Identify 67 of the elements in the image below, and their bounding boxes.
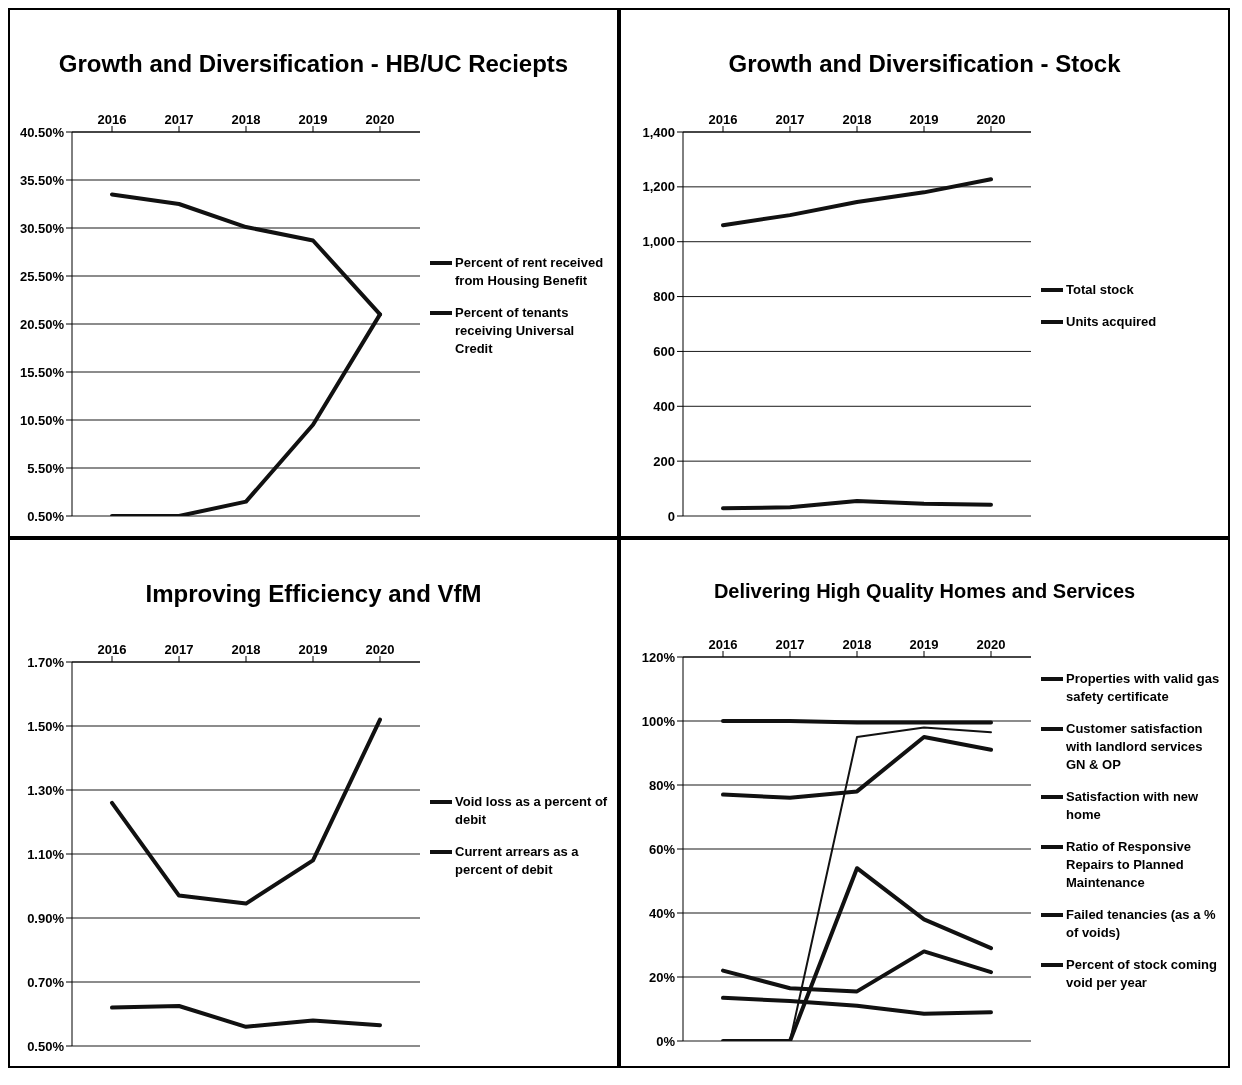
x-tick-label: 2017: [164, 112, 194, 127]
y-tick-label: 5.50%: [27, 460, 65, 476]
x-tick-label: 2017: [775, 112, 805, 127]
legend-label: Percent of tenants receiving Universal Credit: [455, 304, 576, 358]
x-tick-label: 2018: [842, 112, 872, 127]
x-tick-label: 2017: [775, 637, 805, 652]
y-tick-label: 10.50%: [19, 412, 65, 428]
y-tick-label: 0.70%: [27, 974, 65, 990]
chart-title: Growth and Diversification - Stock: [727, 50, 1122, 78]
x-tick-label: 2020: [365, 642, 395, 657]
legend-label: Percent of rent received from Housing Benefit: [455, 254, 605, 290]
legend-label: Void loss as a percent of debit: [455, 793, 609, 829]
y-tick-label: 35.50%: [19, 172, 65, 188]
y-tick-label: 800: [653, 289, 675, 305]
y-tick-label: 120%: [641, 649, 676, 665]
x-tick-label: 2020: [976, 112, 1006, 127]
y-tick-label: 15.50%: [19, 364, 65, 380]
legend-label: Percent of stock coming void per year: [1066, 956, 1218, 992]
y-tick-label: 25.50%: [19, 268, 65, 284]
legend-label: Customer satisfaction with landlord services GN & OP: [1066, 720, 1204, 774]
legend-label: Units acquired: [1066, 313, 1157, 331]
x-tick-label: 2017: [164, 642, 194, 657]
y-tick-label: 20%: [648, 969, 676, 985]
y-tick-label: 60%: [648, 841, 676, 857]
legend-label: Failed tenancies (as a % of voids): [1066, 906, 1217, 942]
x-tick-label: 2020: [365, 112, 395, 127]
x-tick-label: 2019: [298, 112, 328, 127]
y-tick-label: 100%: [641, 713, 676, 729]
y-tick-label: 80%: [648, 777, 676, 793]
x-tick-label: 2018: [842, 637, 872, 652]
y-tick-label: 0.50%: [27, 1038, 65, 1054]
y-tick-label: 400: [653, 398, 675, 414]
y-tick-label: 1,400: [642, 124, 675, 140]
x-tick-label: 2018: [231, 642, 261, 657]
y-tick-label: 0.90%: [27, 910, 65, 926]
chart-title: Improving Efficiency and VfM: [144, 580, 483, 608]
y-tick-label: 30.50%: [19, 220, 65, 236]
x-tick-label: 2016: [708, 112, 738, 127]
chart-title: Delivering High Quality Homes and Services: [712, 580, 1137, 603]
y-tick-label: 0: [667, 508, 675, 524]
y-tick-label: 200: [653, 453, 675, 469]
legend-label: Ratio of Responsive Repairs to Planned Maintenance: [1066, 838, 1192, 892]
y-tick-label: 40%: [648, 905, 676, 921]
x-tick-label: 2016: [97, 112, 127, 127]
y-tick-label: 1,200: [642, 179, 675, 195]
y-tick-label: 0%: [656, 1033, 676, 1049]
y-tick-label: 1.50%: [27, 718, 65, 734]
y-tick-label: 1.10%: [27, 846, 65, 862]
legend-label: Current arrears as a percent of debit: [455, 843, 580, 879]
y-tick-label: 40.50%: [19, 124, 65, 140]
legend-label: Satisfaction with new home: [1066, 788, 1200, 824]
legend-label: Properties with valid gas safety certificate: [1066, 670, 1221, 706]
x-tick-label: 2019: [909, 112, 939, 127]
y-tick-label: 1.70%: [27, 654, 65, 670]
legend-label: Total stock: [1066, 281, 1134, 299]
y-tick-label: 20.50%: [19, 316, 65, 332]
x-tick-label: 2016: [97, 642, 127, 657]
x-tick-label: 2019: [909, 637, 939, 652]
chart-title: Growth and Diversification - HB/UC Reciepts: [57, 50, 570, 78]
x-tick-label: 2018: [231, 112, 261, 127]
x-tick-label: 2020: [976, 637, 1006, 652]
y-tick-label: 1,000: [642, 234, 675, 250]
x-tick-label: 2016: [708, 637, 738, 652]
x-tick-label: 2019: [298, 642, 328, 657]
y-tick-label: 600: [653, 344, 675, 360]
y-tick-label: 1.30%: [27, 782, 65, 798]
y-tick-label: 0.50%: [27, 508, 65, 524]
